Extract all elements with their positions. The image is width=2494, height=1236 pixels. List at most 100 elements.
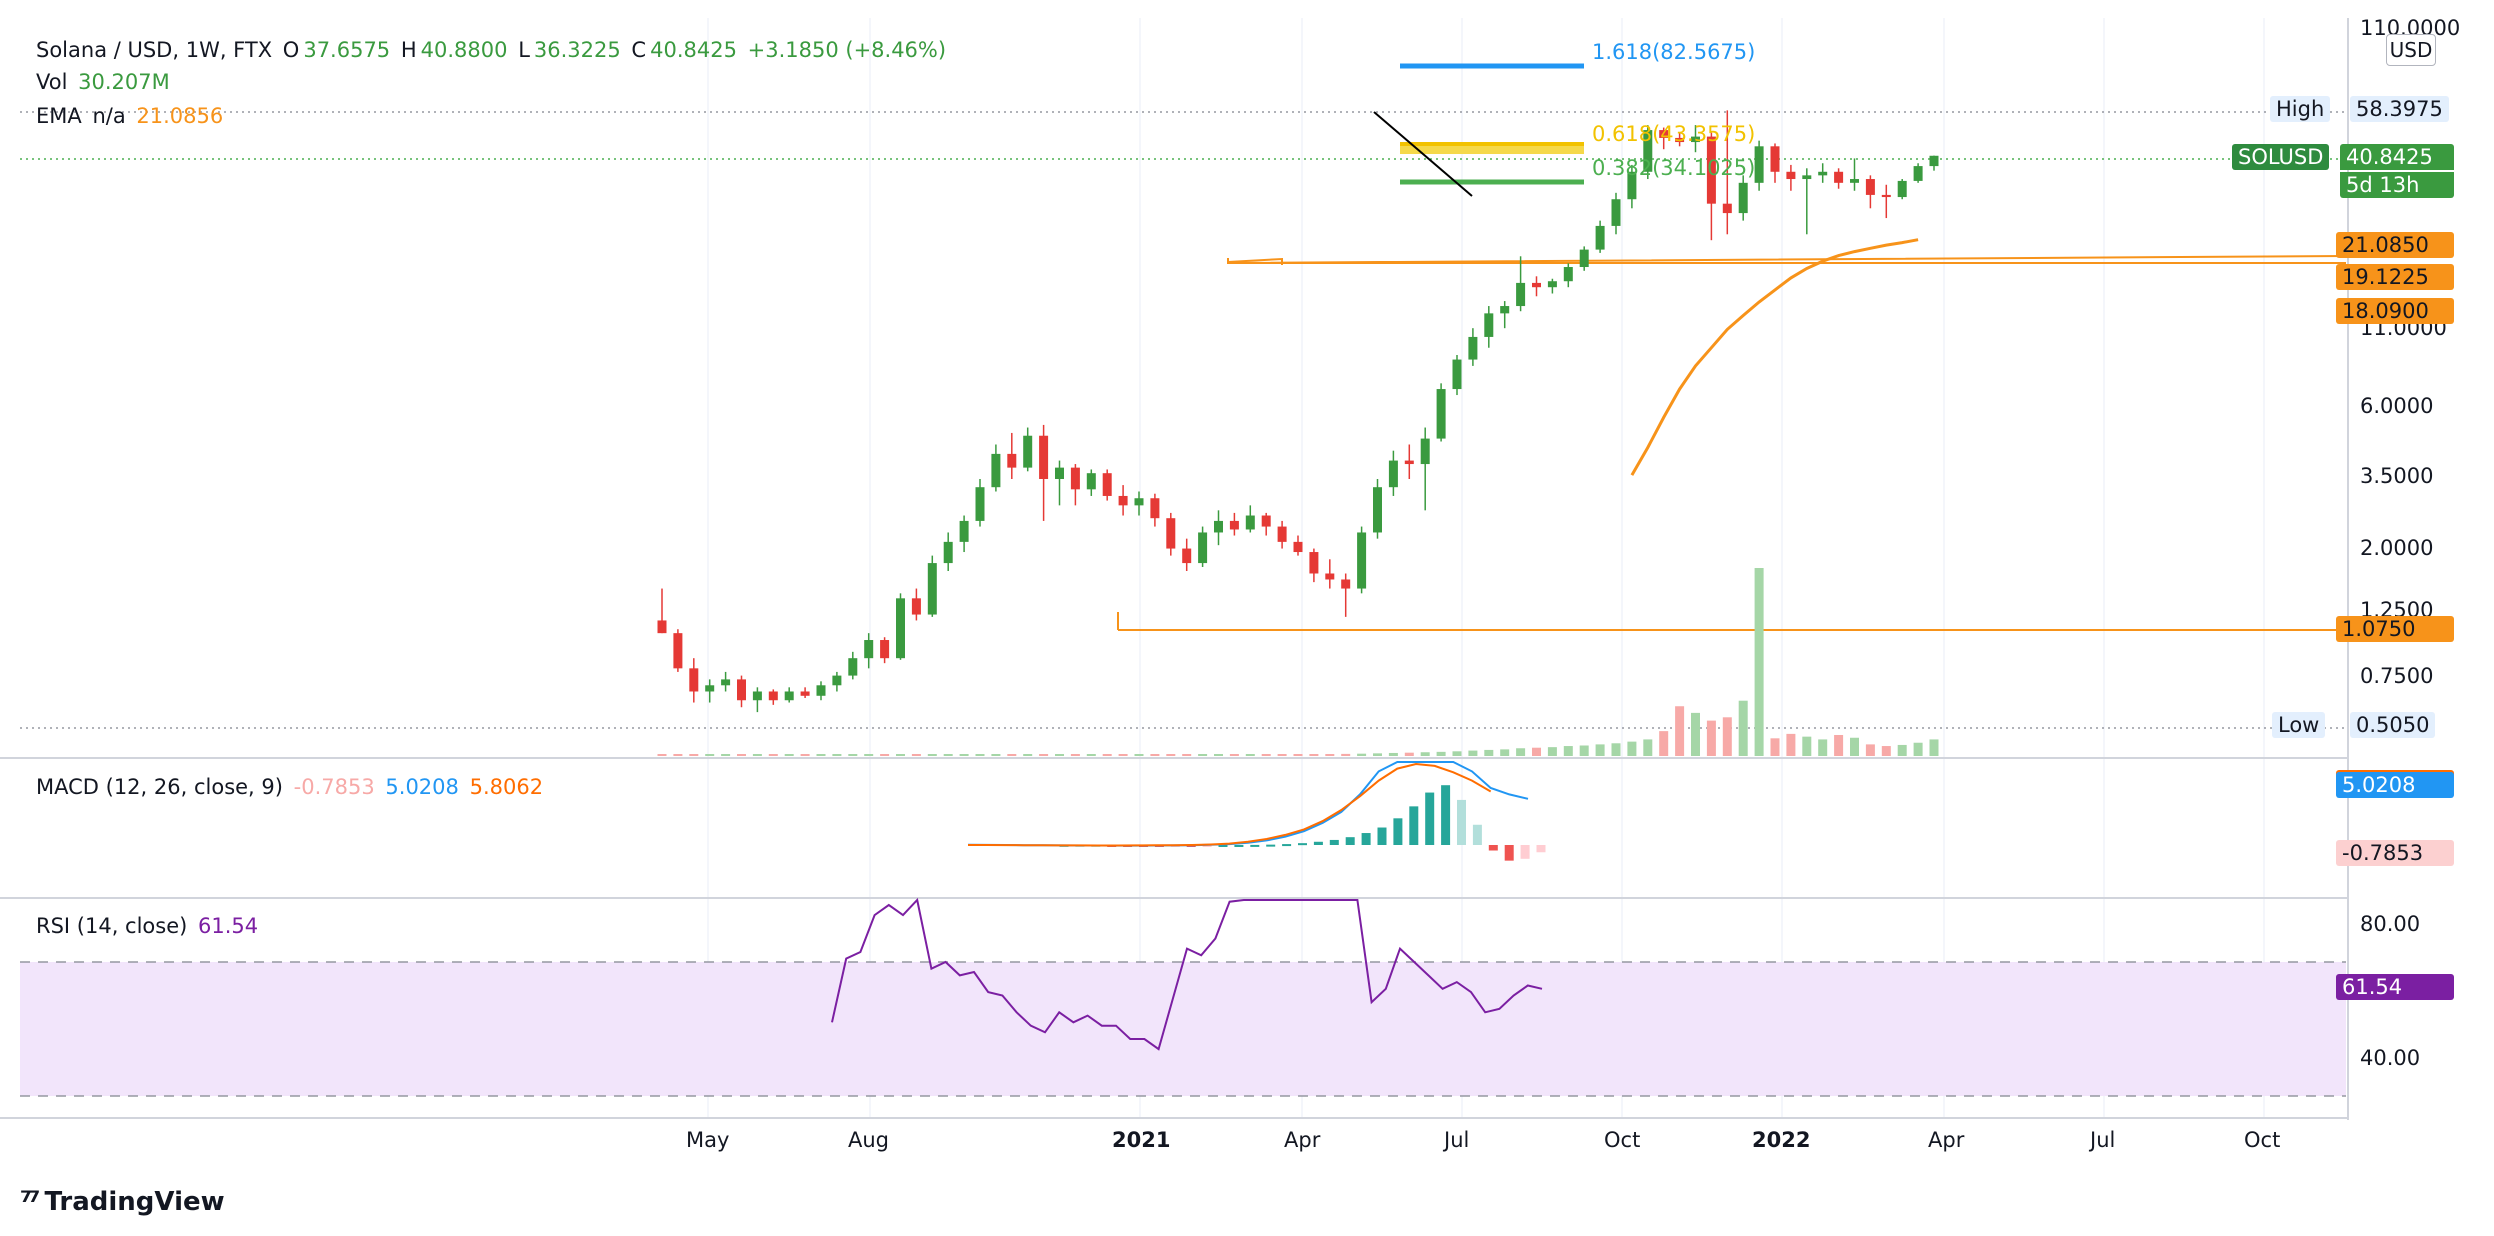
candle-body	[1579, 249, 1589, 268]
macd-hist-bar	[1409, 806, 1419, 845]
close-label: C	[631, 38, 647, 62]
candle-body	[752, 691, 762, 701]
rsi-legend: RSI (14, close) 61.54	[36, 914, 262, 938]
candle-body	[1436, 389, 1446, 439]
volume-bar	[896, 754, 905, 756]
fib-1618-label: 1.618(82.5675)	[1592, 40, 1756, 64]
candle-body	[1420, 438, 1430, 465]
candle-body	[1309, 552, 1319, 574]
low-tag-label: Low	[2272, 712, 2326, 738]
candle-body	[1754, 146, 1764, 183]
candle-body	[1563, 267, 1573, 282]
volume-bar	[1404, 752, 1414, 756]
volume-bar	[737, 754, 746, 756]
candle-body	[1214, 520, 1223, 533]
candle-body	[864, 640, 874, 659]
candle-body	[1786, 171, 1796, 180]
ema-value: 21.0856	[136, 104, 224, 128]
brand[interactable]: ⁷⁷ TradingView	[20, 1185, 225, 1218]
volume-bar	[1818, 739, 1828, 756]
macd-hist-bar	[1488, 845, 1498, 851]
volume-bar	[689, 754, 699, 756]
volume-bar	[1865, 744, 1875, 756]
volume-bar	[816, 754, 826, 756]
volume-bar	[1547, 747, 1557, 756]
level-tag-21: 21.0850	[2336, 232, 2454, 258]
candle-body	[1722, 203, 1732, 214]
volume-bar	[1802, 736, 1812, 756]
candle-body	[1182, 548, 1192, 564]
candle-body	[1738, 182, 1748, 214]
candle-body	[705, 685, 715, 692]
volume-bar	[1436, 751, 1446, 756]
candle-body	[1070, 467, 1080, 490]
candle-body	[991, 453, 1001, 488]
macd-hist-bar	[1536, 845, 1546, 853]
high-label: H	[400, 38, 417, 62]
volume-bar	[943, 754, 953, 756]
candle-body	[832, 675, 842, 686]
volume-bar	[1722, 717, 1732, 756]
volume-bar	[800, 754, 810, 756]
volume-bar	[927, 754, 937, 756]
volume-bar	[1070, 754, 1080, 756]
high-tag-label: High	[2270, 96, 2331, 122]
candles	[657, 110, 1939, 713]
candle-body	[1039, 435, 1049, 480]
macd-hist-bar	[1345, 837, 1355, 845]
candle-body	[848, 658, 858, 676]
volume-bar	[1532, 747, 1541, 756]
candle-body	[1547, 281, 1557, 288]
volume-bar	[1134, 754, 1144, 756]
macd-hist-bar	[1298, 843, 1307, 846]
level-tag-1075: 1.0750	[2336, 616, 2454, 642]
candle-body	[1023, 435, 1033, 468]
change-value: +3.1850 (+8.46%)	[747, 38, 947, 62]
tradingview-logo-icon: ⁷⁷	[20, 1185, 40, 1218]
volume-bar	[1468, 750, 1478, 756]
currency-button[interactable]: USD	[2386, 34, 2436, 66]
volume-bar	[1738, 700, 1748, 756]
volume-bar	[1086, 754, 1096, 756]
volume-bar	[1834, 734, 1844, 756]
open-label: O	[282, 38, 300, 62]
candle-body	[784, 691, 794, 701]
volume-bar	[1659, 731, 1669, 756]
volume-bar	[673, 754, 683, 756]
volume-bar	[1309, 754, 1319, 756]
candle-body	[1293, 541, 1303, 553]
macd-hist-bar	[1361, 833, 1371, 845]
candle-body	[1468, 336, 1478, 360]
time-tick: Jul	[1444, 1128, 1470, 1152]
volume-bar	[1850, 737, 1859, 756]
candle-body	[1102, 473, 1112, 496]
macd-hist-bar	[1520, 845, 1530, 859]
volume-bar	[721, 754, 731, 756]
volume-bar	[1595, 744, 1605, 756]
candle-body	[1881, 194, 1891, 198]
volume-bar	[1166, 754, 1176, 756]
candle-body	[1802, 175, 1812, 180]
macd-hist-bar	[1282, 844, 1292, 847]
candle-body	[657, 620, 667, 634]
candle-body	[1118, 495, 1128, 506]
candle-body	[1086, 473, 1096, 490]
candle-body	[896, 598, 905, 659]
candle-body	[1770, 146, 1780, 172]
candle-body	[880, 640, 890, 659]
candle-body	[1404, 460, 1414, 465]
macd-label: MACD (12, 26, close, 9)	[36, 775, 283, 799]
volume-bar	[1881, 746, 1891, 756]
level-tag-19: 19.1225	[2336, 264, 2454, 290]
candle-body	[1850, 179, 1859, 183]
candle-body	[1532, 282, 1541, 288]
candle-body	[800, 691, 810, 696]
low-tag-value: 0.5050	[2350, 712, 2436, 738]
volume-bar	[1150, 754, 1160, 756]
volume-bar	[1929, 739, 1939, 756]
volume-bar	[1420, 752, 1430, 756]
volume-bar	[991, 754, 1001, 756]
volume-bar	[1198, 754, 1208, 756]
level-line-21	[1227, 255, 2347, 265]
volume-legend: Vol 30.207M	[36, 70, 174, 94]
